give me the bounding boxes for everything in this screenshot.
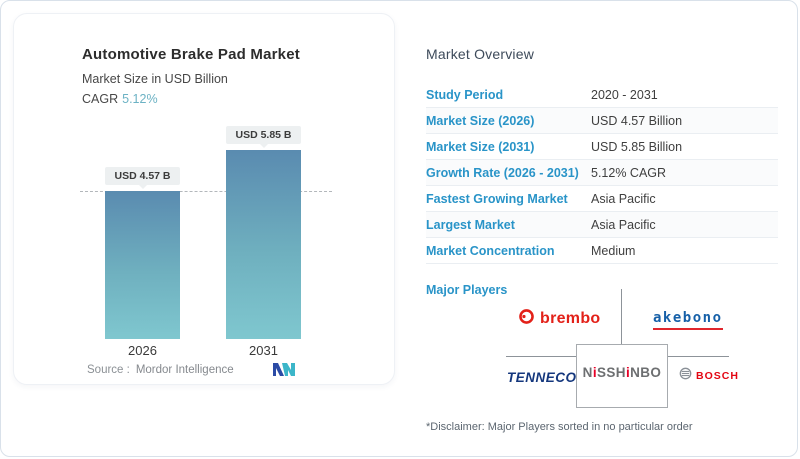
- chart-card: Automotive Brake Pad Market Market Size …: [13, 13, 395, 385]
- chart-cagr: CAGR 5.12%: [82, 92, 158, 106]
- brembo-disc-icon: [518, 308, 535, 330]
- row-label: Growth Rate (2026 - 2031): [426, 165, 579, 180]
- tenneco-logo: TENNECO: [507, 370, 577, 385]
- cagr-label: CAGR: [82, 92, 119, 106]
- cagr-value: 5.12%: [122, 92, 158, 106]
- mordor-intelligence-logo-icon: [272, 359, 300, 384]
- nisshinbo-red-i: i: [592, 365, 597, 380]
- source-line: Source : Mordor Intelligence: [87, 364, 234, 376]
- akebono-logo: akebono: [653, 310, 723, 330]
- table-row: Largest Market Asia Pacific: [426, 212, 778, 238]
- major-players-label: Major Players: [426, 283, 508, 297]
- row-value: USD 4.57 Billion: [591, 113, 683, 128]
- connector-right-line: [668, 356, 729, 357]
- row-label: Market Size (2031): [426, 139, 535, 154]
- nisshinbo-seg: NBO: [630, 365, 662, 380]
- threshold-dashed-line: [80, 191, 332, 192]
- bar-value-label-2026: USD 4.57 B: [105, 167, 180, 189]
- row-value: 5.12% CAGR: [591, 165, 667, 180]
- overview-table: Study Period 2020 - 2031 Market Size (20…: [426, 82, 778, 264]
- row-value: USD 5.85 Billion: [591, 139, 683, 154]
- row-value: Asia Pacific: [591, 191, 656, 206]
- nisshinbo-seg: N: [582, 365, 593, 380]
- chart-subtitle: Market Size in USD Billion: [82, 72, 228, 86]
- chart-title: Automotive Brake Pad Market: [82, 46, 300, 63]
- table-row: Growth Rate (2026 - 2031) 5.12% CAGR: [426, 160, 778, 186]
- source-name: Mordor Intelligence: [135, 364, 234, 376]
- disclaimer-text: *Disclaimer: Major Players sorted in no …: [426, 421, 693, 433]
- bosch-logo: BOSCH: [679, 367, 739, 385]
- table-row: Fastest Growing Market Asia Pacific: [426, 186, 778, 212]
- row-value: 2020 - 2031: [591, 87, 658, 102]
- nisshinbo-logo: NiSSHiNBO: [576, 365, 668, 380]
- connector-left-line: [506, 356, 576, 357]
- row-label: Market Concentration: [426, 243, 555, 258]
- x-axis-label-2026: 2026: [128, 343, 157, 358]
- bar-value-label-2031: USD 5.85 B: [226, 126, 301, 148]
- source-label: Source :: [87, 364, 130, 376]
- table-row: Market Concentration Medium: [426, 238, 778, 264]
- row-value: Medium: [591, 243, 636, 258]
- brembo-logo: brembo: [518, 308, 600, 330]
- center-player-box: [576, 344, 668, 408]
- row-value: Asia Pacific: [591, 217, 656, 232]
- bosch-wordmark: BOSCH: [696, 370, 739, 382]
- brembo-wordmark: brembo: [540, 310, 601, 327]
- bar-2026: [105, 191, 180, 339]
- row-label: Market Size (2026): [426, 113, 535, 128]
- bosch-armature-icon: [679, 367, 692, 385]
- row-label: Largest Market: [426, 217, 515, 232]
- nisshinbo-seg: SSH: [596, 365, 626, 380]
- table-row: Study Period 2020 - 2031: [426, 82, 778, 108]
- row-label: Fastest Growing Market: [426, 191, 568, 206]
- row-label: Study Period: [426, 87, 504, 102]
- connector-vertical-line: [621, 289, 622, 344]
- overview-heading: Market Overview: [426, 46, 535, 62]
- bar-2031: [226, 150, 301, 339]
- table-row: Market Size (2031) USD 5.85 Billion: [426, 134, 778, 160]
- x-axis-label-2031: 2031: [249, 343, 278, 358]
- nisshinbo-red-i: i: [625, 365, 631, 380]
- table-row: Market Size (2026) USD 4.57 Billion: [426, 108, 778, 134]
